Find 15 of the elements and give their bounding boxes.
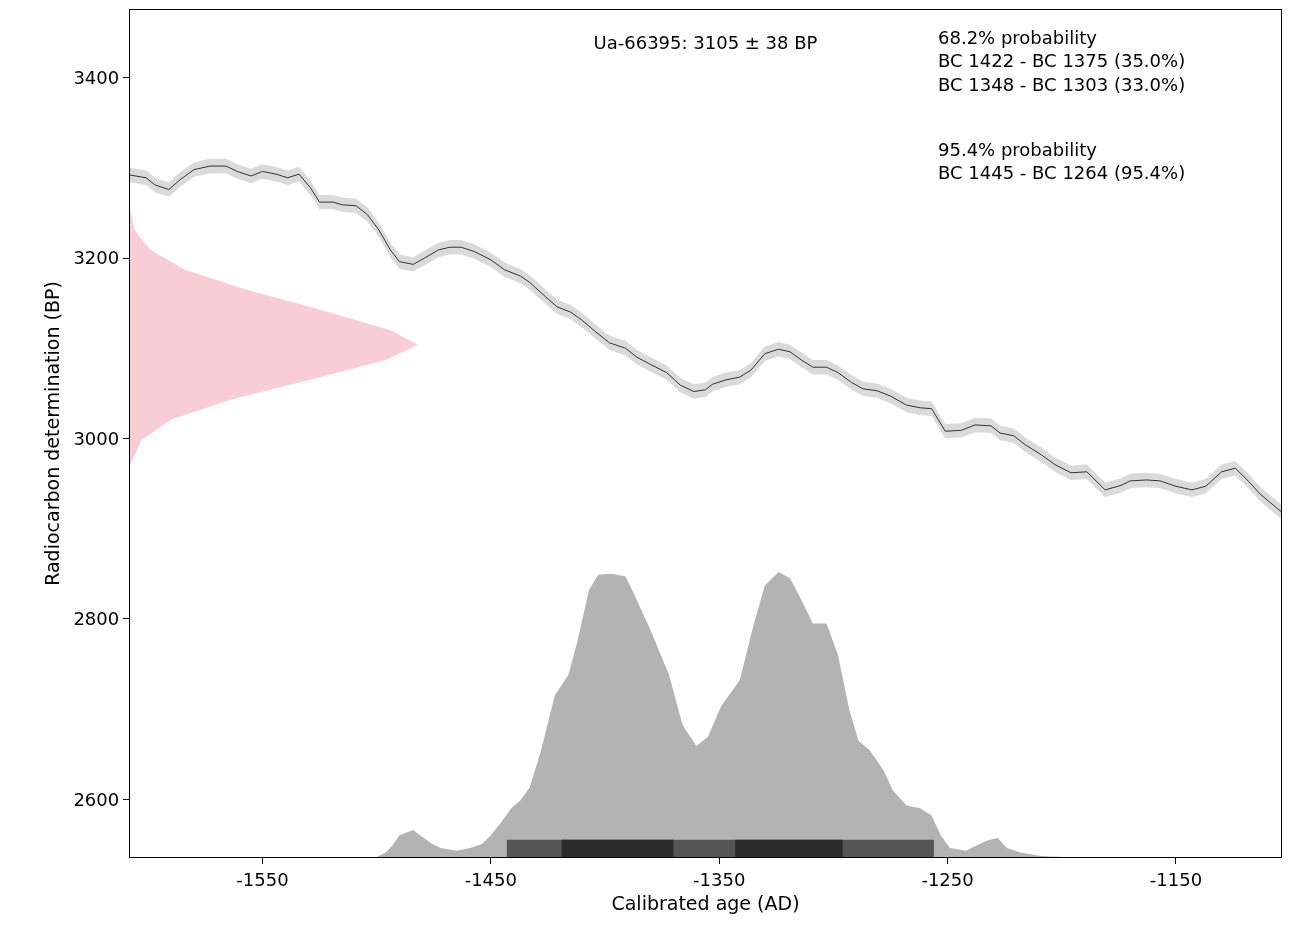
y-tick-label: 2800 <box>73 608 120 630</box>
annotation: 95.4% probability BC 1445 - BC 1264 (95.4%) <box>938 139 1186 184</box>
y-tick-label: 2600 <box>73 788 120 810</box>
x-tick-label: -1550 <box>236 868 289 890</box>
y-tick-label: 3000 <box>73 427 120 449</box>
y-tick-label: 3200 <box>73 247 120 269</box>
text: Ua-66395: 3105 ± 38 BP <box>593 31 818 53</box>
x-tick-label: -1150 <box>1149 868 1203 890</box>
x-axis-title: Calibrated age (AD) <box>611 892 800 915</box>
x-tick-label: -1450 <box>464 868 517 890</box>
y-axis-title: Radiocarbon determination (BP) <box>41 281 64 586</box>
y-tick-label: 3400 <box>73 66 120 88</box>
annotation: 68.2% probability BC 1422 - BC 1375 (35.0%) BC 1348 - BC 1303 (33.0%) <box>938 27 1186 95</box>
x-tick-label: -1350 <box>693 868 746 890</box>
x-tick-label: -1250 <box>921 868 974 890</box>
